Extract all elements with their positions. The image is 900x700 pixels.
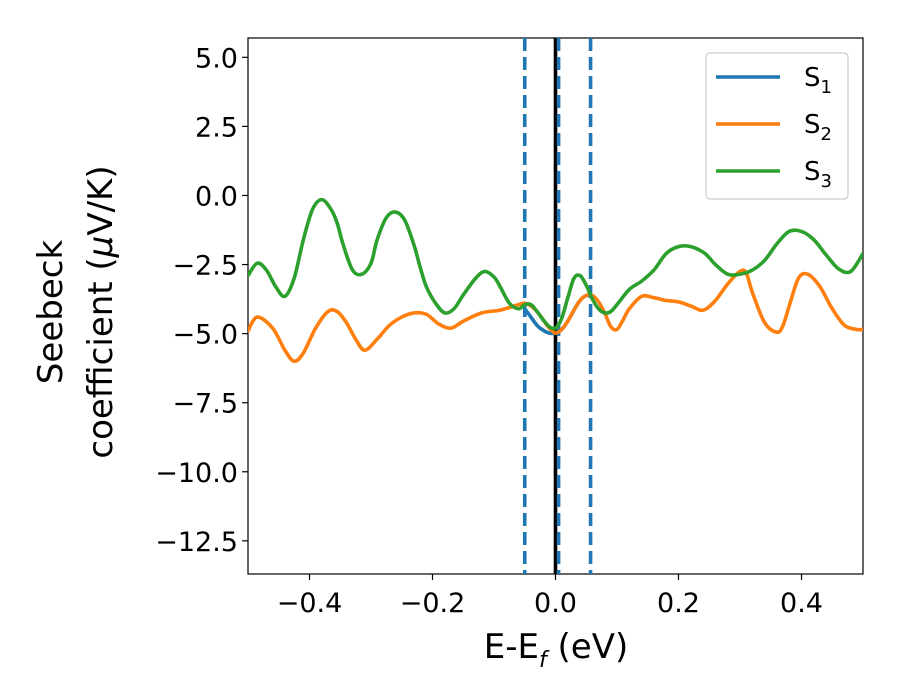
x-tick-label: 0.2	[657, 588, 700, 619]
legend-label-s2: S2	[804, 110, 832, 145]
x-axis-label: E-Ef (eV)	[484, 627, 629, 673]
y-tick-label: −10.0	[155, 458, 238, 489]
x-axis-label-main: E-E	[484, 627, 539, 667]
legend-label-s1: S1	[804, 63, 832, 98]
x-tick-label: −0.2	[400, 588, 466, 619]
y-axis-label-line1: Seebeck	[31, 240, 71, 385]
y-axis-label: Seebeck coefficient (μV/K)	[31, 165, 121, 458]
y-tick-label: −7.5	[172, 389, 238, 420]
legend-box	[705, 52, 849, 200]
y-tick-label: −12.5	[155, 527, 238, 558]
y-tick-label: −2.5	[172, 251, 238, 282]
y-tick-label: 2.5	[195, 112, 238, 143]
y-tick-label: −5.0	[172, 320, 238, 351]
x-tick-label: 0.0	[534, 588, 577, 619]
x-axis-label-sub: f	[539, 648, 550, 673]
y-axis-label-mu: μ	[81, 236, 121, 259]
x-tick-label: 0.4	[780, 588, 823, 619]
y-axis-label-line2-prefix: coefficient (	[81, 257, 121, 458]
y-axis-label-line2: coefficient (μV/K)	[81, 165, 121, 458]
y-axis-label-line2-suffix: V/K)	[81, 165, 121, 235]
y-tick-label: 0.0	[195, 181, 238, 212]
legend: S1 S2 S3	[705, 52, 849, 200]
x-axis-label-tail: (eV)	[547, 627, 629, 667]
x-tick-label: −0.4	[277, 588, 343, 619]
series-line-s3	[248, 197, 863, 331]
y-tick-label: 5.0	[195, 43, 238, 74]
legend-label-s3: S3	[804, 157, 832, 192]
series-line-s2	[248, 268, 863, 364]
